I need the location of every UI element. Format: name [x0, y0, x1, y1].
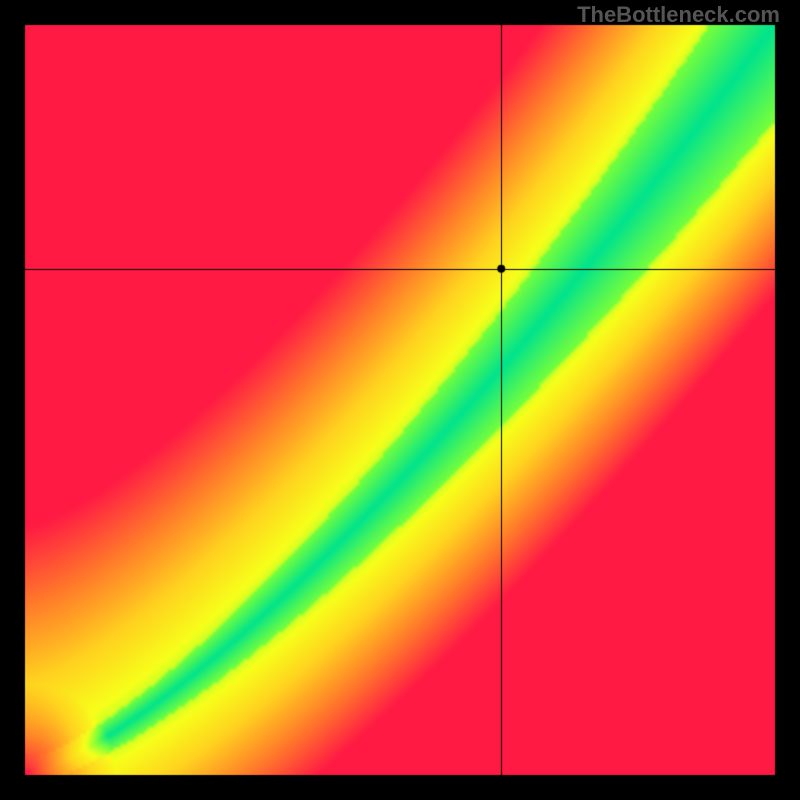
chart-container: TheBottleneck.com: [0, 0, 800, 800]
heatmap-canvas: [0, 0, 800, 800]
watermark-text: TheBottleneck.com: [577, 2, 780, 28]
